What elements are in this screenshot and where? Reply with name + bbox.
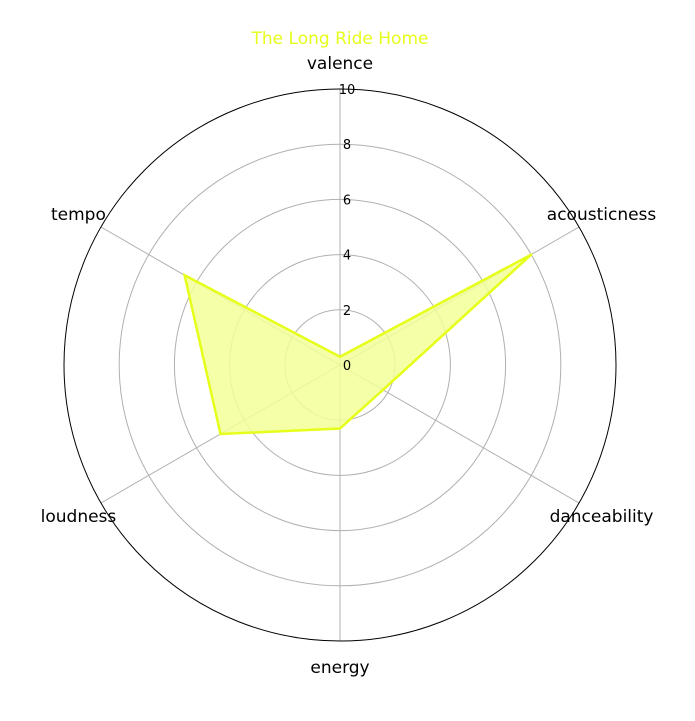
axis-label-loudness: loudness (41, 507, 117, 527)
axis-label-energy: energy (310, 658, 369, 678)
series-polygon-0 (182, 253, 533, 436)
data-point-acousticness (530, 253, 533, 256)
r-tick-label: 8 (343, 138, 351, 153)
r-tick-label: 4 (343, 249, 351, 264)
data-point-tempo (183, 274, 186, 277)
r-tick-label: 2 (343, 304, 351, 319)
data-point-energy (338, 427, 342, 430)
axis-label-valence: valence (307, 54, 373, 74)
data-point-danceability (381, 388, 385, 392)
tick-label-layer: 0 2 4 6 8 10 (339, 83, 356, 374)
chart-title: The Long Ride Home (251, 29, 429, 49)
axis-label-layer: valence acousticness danceability energy lou… (41, 54, 657, 678)
data-point-loudness (219, 432, 222, 436)
outer-ring (63, 88, 617, 642)
r-tick-label: 10 (339, 83, 356, 98)
r-tick-label: 6 (343, 193, 351, 208)
series-layer (182, 253, 533, 436)
axis-label-danceability: danceability (550, 507, 654, 527)
axis-label-acousticness: acousticness (547, 205, 657, 225)
r-tick-label: 0 (343, 359, 351, 374)
axis-label-tempo: tempo (51, 205, 106, 225)
data-point-valence (338, 355, 342, 358)
